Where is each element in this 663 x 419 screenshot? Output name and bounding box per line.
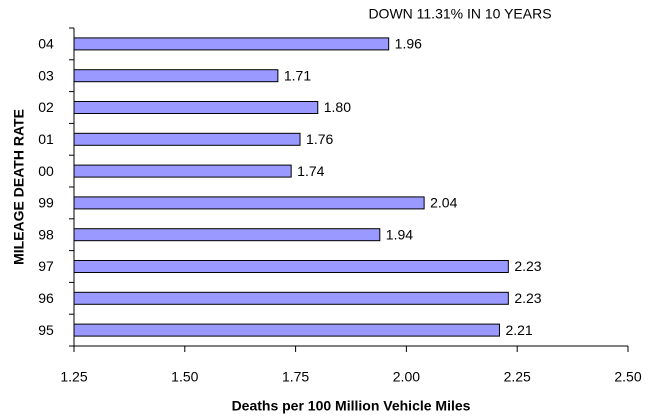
x-axis-label: Deaths per 100 Million Vehicle Miles [232,398,471,414]
y-tick-label: 95 [38,322,54,338]
bar [73,132,301,146]
y-tick-label: 96 [38,290,54,306]
bar [73,228,381,242]
bar [73,260,509,273]
x-tick-label: 1.50 [171,369,198,385]
bar [73,164,292,178]
y-tick-label: 01 [38,131,54,147]
bar [73,196,425,210]
y-tick-label: 00 [38,163,54,179]
x-tick-label: 2.00 [393,369,420,385]
y-tick-label: 02 [38,99,54,115]
data-label: 1.74 [297,163,324,179]
y-tick-label: 97 [38,258,54,274]
data-label: 2.23 [514,290,541,306]
x-tick-label: 2.50 [614,369,641,385]
data-label: 2.04 [430,195,457,211]
bar [73,69,279,83]
bar [73,323,500,337]
bar [73,37,390,51]
x-tick-label: 1.25 [60,369,87,385]
data-label: 1.94 [386,226,413,242]
data-label: 1.96 [395,36,422,52]
y-tick-label: 03 [38,67,54,83]
bar [73,291,509,305]
data-label: 2.23 [514,258,541,274]
bar [73,101,319,114]
x-tick-label: 1.75 [282,369,309,385]
x-tick-label: 2.25 [504,369,531,385]
y-tick-label: 99 [38,195,54,211]
data-label: 2.21 [505,322,532,338]
y-tick-label: 98 [38,226,54,242]
data-label: 1.76 [306,131,333,147]
data-label: 1.80 [324,99,351,115]
y-tick-label: 04 [38,36,54,52]
chart-title: DOWN 11.31% IN 10 YEARS [368,6,551,22]
data-label: 1.71 [284,67,311,83]
y-axis-label: MILEAGE DEATH RATE [11,109,27,265]
